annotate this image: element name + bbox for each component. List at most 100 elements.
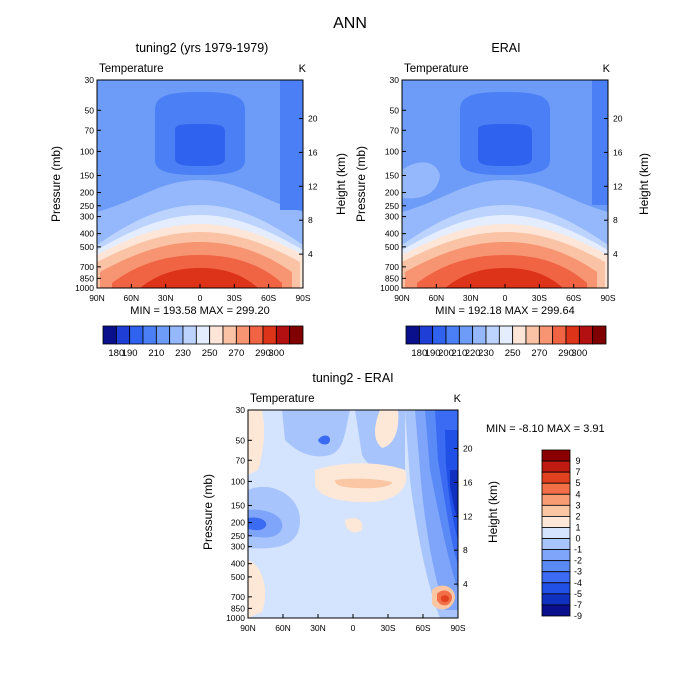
model-colorbar-box — [102, 325, 117, 345]
model-ytick-label: 70 — [85, 125, 95, 135]
diff-ytick-label: 300 — [231, 542, 245, 552]
model-xtick-label: 30N — [158, 293, 174, 303]
model-colorbar-box — [142, 325, 157, 345]
obs-level-300 — [445, 268, 563, 288]
diff-colorbar-box — [541, 449, 571, 462]
diff-xtick-label: 60N — [275, 623, 291, 633]
panel-model-minmax: MIN = 193.58 MAX = 299.20 — [130, 305, 269, 317]
model-colorbar-box — [275, 325, 291, 345]
obs-colorbar-box — [578, 325, 594, 345]
model-colorbar-label: 300 — [268, 348, 284, 359]
diff-ytick-label: 100 — [231, 476, 245, 486]
panel-model-variable: Temperature — [99, 63, 164, 75]
model-rtick-label: 8 — [308, 215, 313, 225]
diff-pos-spot-3 — [441, 595, 449, 603]
panel-model-ylabel-right: Height (km) — [334, 153, 348, 215]
obs-ytick-label: 150 — [385, 170, 399, 180]
model-colorbar-box — [169, 325, 184, 345]
model-ytick-label: 1000 — [75, 283, 94, 293]
obs-ytick-label: 50 — [390, 105, 400, 115]
obs-ytick-label: 500 — [385, 242, 399, 252]
panel-model-title: tuning2 (yrs 1979-1979) — [136, 41, 269, 55]
obs-xtick-label: 90N — [394, 293, 410, 303]
model-colorbar-box — [182, 325, 197, 345]
diff-xtick-label: 60S — [415, 623, 430, 633]
diff-colorbar-label: 5 — [575, 478, 580, 488]
obs-colorbar-box — [512, 325, 527, 345]
model-colorbar-label: 210 — [148, 348, 164, 359]
model-rtick-label: 12 — [308, 181, 318, 191]
diff-ytick-label: 400 — [231, 559, 245, 569]
diff-xtick-label: 0 — [351, 623, 356, 633]
model-ytick-label: 150 — [80, 170, 94, 180]
panel-obs-title: ERAI — [491, 41, 520, 55]
obs-xtick-label: 30N — [463, 293, 479, 303]
obs-xtick-label: 60N — [429, 293, 445, 303]
panel-diff-units: K — [454, 393, 462, 405]
model-colorbar-label: 270 — [228, 348, 244, 359]
diff-colorbar-box — [541, 516, 571, 528]
obs-xtick-label: 30S — [532, 293, 547, 303]
diff-pos1-upper-right — [375, 410, 399, 448]
diff-colorbar-label: -4 — [574, 578, 582, 588]
diff-xtick-label: 90S — [450, 623, 465, 633]
model-ytick-label: 400 — [80, 229, 94, 239]
diff-colorbar-box — [541, 504, 571, 517]
panel-model-field — [97, 80, 303, 288]
obs-colorbar-label: 200 — [438, 348, 454, 359]
panel-obs-field — [402, 80, 608, 288]
obs-colorbar-label: 190 — [425, 348, 441, 359]
obs-colorbar-label: 180 — [411, 348, 427, 359]
model-level-300 — [140, 268, 258, 288]
diff-colorbar-box — [541, 593, 571, 606]
diff-pos1-mid2 — [345, 518, 363, 533]
obs-colorbar-box — [445, 325, 460, 345]
diff-colorbar-label: 4 — [575, 489, 580, 499]
diff-ytick-label: 850 — [231, 603, 245, 613]
diff-colorbar-box — [541, 538, 571, 550]
obs-colorbar-label: 250 — [505, 348, 521, 359]
obs-xtick-label: 60S — [566, 293, 581, 303]
diff-colorbar-label: -7 — [574, 600, 582, 610]
diff-rtick-label: 20 — [463, 444, 473, 454]
obs-rtick-label: 12 — [613, 181, 623, 191]
diff-colorbar-label: 0 — [575, 534, 580, 544]
model-xtick-label: 30S — [227, 293, 242, 303]
obs-colorbar-label: 290 — [558, 348, 574, 359]
obs-colorbar-box — [538, 325, 554, 345]
diff-colorbar-box — [541, 560, 571, 573]
model-ytick-label: 250 — [80, 201, 94, 211]
panel-diff-ylabel-right: Height (km) — [486, 481, 500, 543]
diff-colorbar-box — [541, 571, 571, 584]
panel-diff-minmax: MIN = -8.10 MAX = 3.91 — [486, 423, 605, 435]
obs-ytick-label: 70 — [390, 125, 400, 135]
model-ytick-label: 50 — [85, 105, 95, 115]
model-colorbar-box — [209, 325, 224, 345]
panel-diff-variable: Temperature — [250, 393, 315, 405]
diff-xtick-label: 30N — [310, 623, 326, 633]
model-rtick-label: 4 — [308, 249, 313, 259]
model-colorbar-box — [195, 325, 211, 345]
diff-ytick-label: 70 — [236, 455, 246, 465]
model-colorbar-box — [249, 325, 264, 345]
diff-ytick-label: 500 — [231, 572, 245, 582]
model-xtick-label: 90S — [295, 293, 310, 303]
model-colorbar-box — [222, 325, 237, 345]
model-colorbar-label: 180 — [108, 348, 124, 359]
diff-ytick-label: 250 — [231, 531, 245, 541]
obs-ytick-label: 100 — [385, 146, 399, 156]
panel-diff-field — [248, 410, 458, 618]
model-ytick-label: 500 — [80, 242, 94, 252]
diff-rtick-label: 16 — [463, 477, 473, 487]
diff-ytick-label: 30 — [236, 405, 246, 415]
obs-ytick-label: 200 — [385, 188, 399, 198]
diff-colorbar-label: -3 — [574, 567, 582, 577]
model-colorbar-label: 190 — [122, 348, 138, 359]
diff-colorbar-box — [541, 471, 571, 484]
obs-ytick-label: 30 — [390, 75, 400, 85]
